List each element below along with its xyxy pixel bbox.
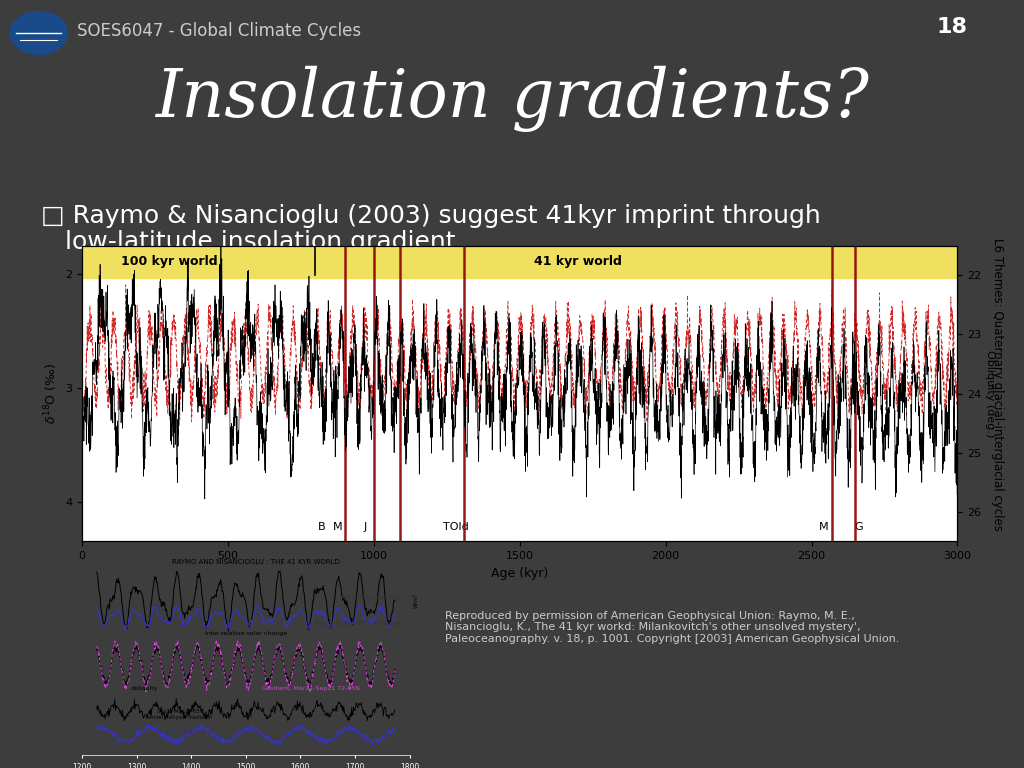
Text: Gradient, Mar21-Sep21 72-65N: Gradient, Mar21-Sep21 72-65N — [262, 686, 360, 690]
Text: TOld: TOld — [442, 521, 468, 531]
Text: low-latitude insolation gradient: low-latitude insolation gradient — [41, 230, 456, 254]
Text: Mar21-Sep21-65N Insolation: Mar21-Sep21-65N Insolation — [314, 621, 403, 627]
Text: Insolation gradients?: Insolation gradients? — [155, 65, 869, 131]
Text: □ Raymo & Nisancioglu (2003) suggest 41kyr imprint through: □ Raymo & Nisancioglu (2003) suggest 41k… — [41, 204, 820, 227]
Bar — [82, 246, 957, 277]
Title: inbo relative solar change: inbo relative solar change — [205, 631, 287, 636]
Text: obliquity: obliquity — [131, 686, 159, 690]
Text: Reproduced by permission of American Geophysical Union: Raymo, M. E.,
Nisanciogl: Reproduced by permission of American Geo… — [445, 611, 900, 644]
Text: SOES6047 - Global Climate Cycles: SOES6047 - Global Climate Cycles — [77, 22, 360, 39]
Text: 41 kyr world: 41 kyr world — [535, 255, 622, 268]
X-axis label: Age (kyr): Age (kyr) — [492, 567, 548, 580]
Y-axis label: $\delta^{18}$O (‰): $\delta^{18}$O (‰) — [42, 363, 59, 424]
Text: M: M — [333, 521, 342, 531]
Text: RAYMO AND NISANCIOGLU : THE 41 KYR WORLD: RAYMO AND NISANCIOGLU : THE 41 KYR WORLD — [172, 559, 340, 564]
Y-axis label: Obliquity (deg.): Obliquity (deg.) — [985, 350, 995, 437]
Text: Jul21-65N Insolation: Jul21-65N Insolation — [340, 595, 403, 601]
Text: G: G — [854, 521, 862, 531]
Text: 100 kyr world: 100 kyr world — [121, 255, 218, 268]
Text: B: B — [317, 521, 325, 531]
Text: W/m²: W/m² — [413, 594, 419, 608]
Circle shape — [10, 12, 68, 55]
Text: L6 Themes: Quaternary glacial-interglacial cycles: L6 Themes: Quaternary glacial-interglaci… — [991, 237, 1004, 531]
Text: Jan insolation 65N: Jan insolation 65N — [156, 729, 205, 734]
Text: J: J — [364, 521, 367, 531]
Text: M: M — [818, 521, 828, 531]
Text: 18: 18 — [937, 17, 968, 37]
Text: Sep21-Mar 21-65N
winter half-year insolation: Sep21-Mar 21-65N winter half-year insola… — [148, 709, 212, 720]
